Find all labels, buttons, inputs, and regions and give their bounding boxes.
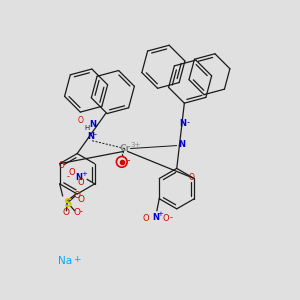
Text: O: O: [142, 214, 149, 224]
Text: O: O: [73, 208, 80, 217]
Text: N: N: [87, 133, 94, 142]
Text: S: S: [63, 197, 71, 210]
Text: -: -: [94, 130, 97, 139]
Text: +: +: [73, 255, 80, 264]
Text: N: N: [89, 120, 96, 129]
Text: N: N: [76, 173, 83, 182]
Text: -: -: [66, 172, 69, 181]
Text: +: +: [157, 211, 163, 217]
Text: H: H: [85, 125, 90, 131]
Text: -: -: [127, 155, 130, 165]
Text: Na: Na: [58, 256, 72, 266]
Text: N: N: [152, 213, 159, 222]
Text: N: N: [178, 140, 185, 148]
Text: +: +: [81, 171, 87, 177]
Text: O: O: [78, 116, 84, 125]
Text: O: O: [78, 195, 85, 204]
Text: -: -: [186, 118, 189, 127]
Text: O: O: [163, 214, 169, 224]
Text: -: -: [80, 207, 83, 216]
Text: O: O: [68, 168, 75, 177]
Text: 3+: 3+: [131, 142, 141, 148]
Text: O: O: [59, 161, 65, 170]
Text: -: -: [169, 213, 172, 222]
Text: Cr: Cr: [119, 144, 130, 153]
Text: O: O: [189, 172, 195, 182]
Text: O: O: [73, 191, 80, 200]
Text: O: O: [77, 178, 84, 187]
Text: O: O: [62, 208, 69, 217]
Text: N: N: [180, 119, 187, 128]
